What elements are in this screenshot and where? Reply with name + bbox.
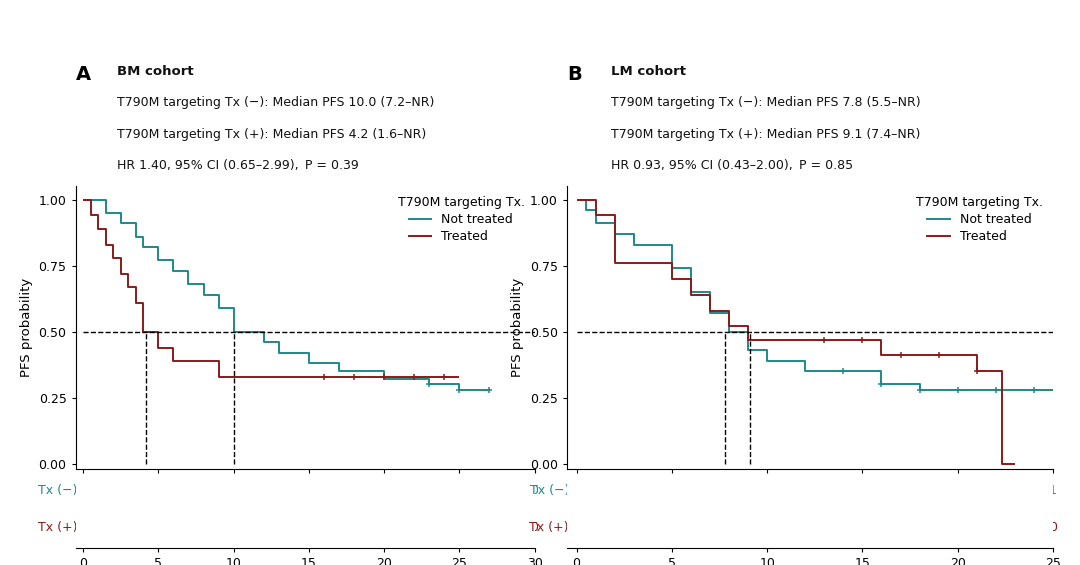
Text: 4: 4 <box>954 484 961 497</box>
Legend: Not treated, Treated: Not treated, Treated <box>913 193 1047 247</box>
Text: 0: 0 <box>530 484 539 497</box>
Text: HR 0.93, 95% CI (0.43–2.00), P = 0.85: HR 0.93, 95% CI (0.43–2.00), P = 0.85 <box>611 159 853 172</box>
Text: T790M targeting Tx (+): Median PFS 9.1 (7.4–NR): T790M targeting Tx (+): Median PFS 9.1 (… <box>611 128 920 141</box>
Text: 5: 5 <box>305 521 313 534</box>
Text: B: B <box>567 65 582 84</box>
Text: 7: 7 <box>305 484 313 497</box>
Text: HR 1.40, 95% CI (0.65–2.99), P = 0.39: HR 1.40, 95% CI (0.65–2.99), P = 0.39 <box>117 159 359 172</box>
Text: 16: 16 <box>664 484 679 497</box>
Y-axis label: PFS probability: PFS probability <box>512 278 525 377</box>
Text: T790M targeting Tx (+): Median PFS 4.2 (1.6–NR): T790M targeting Tx (+): Median PFS 4.2 (… <box>117 128 427 141</box>
Text: 17: 17 <box>150 484 166 497</box>
Text: Tx (−): Tx (−) <box>529 484 569 497</box>
Text: Tx (+): Tx (+) <box>529 521 569 534</box>
Text: 13: 13 <box>664 521 679 534</box>
Text: 9: 9 <box>154 521 162 534</box>
Y-axis label: PFS probability: PFS probability <box>21 278 33 377</box>
Text: 1: 1 <box>1049 484 1057 497</box>
Text: 0: 0 <box>456 521 463 534</box>
Text: 5: 5 <box>230 521 238 534</box>
Text: Tx (−): Tx (−) <box>38 484 77 497</box>
Text: 2: 2 <box>380 521 388 534</box>
Legend: Not treated, Treated: Not treated, Treated <box>394 193 528 247</box>
Text: 0: 0 <box>530 521 539 534</box>
Text: 6: 6 <box>859 521 866 534</box>
Text: 8: 8 <box>764 484 771 497</box>
Text: 10: 10 <box>226 484 242 497</box>
Text: T790M targeting Tx (−): Median PFS 7.8 (5.5–NR): T790M targeting Tx (−): Median PFS 7.8 (… <box>611 96 920 109</box>
Text: 6: 6 <box>764 521 771 534</box>
Text: 22: 22 <box>76 484 91 497</box>
Text: 8: 8 <box>859 484 866 497</box>
Text: 4: 4 <box>954 521 961 534</box>
Text: 4: 4 <box>456 484 463 497</box>
Text: 5: 5 <box>380 484 388 497</box>
Text: 0: 0 <box>1049 521 1057 534</box>
Text: LM cohort: LM cohort <box>611 65 686 78</box>
Text: Tx (+): Tx (+) <box>38 521 77 534</box>
Text: BM cohort: BM cohort <box>117 65 193 78</box>
Text: 23: 23 <box>569 484 584 497</box>
Text: 17: 17 <box>568 521 584 534</box>
Text: 18: 18 <box>76 521 91 534</box>
Text: A: A <box>76 65 91 84</box>
Text: T790M targeting Tx (−): Median PFS 10.0 (7.2–NR): T790M targeting Tx (−): Median PFS 10.0 … <box>117 96 434 109</box>
